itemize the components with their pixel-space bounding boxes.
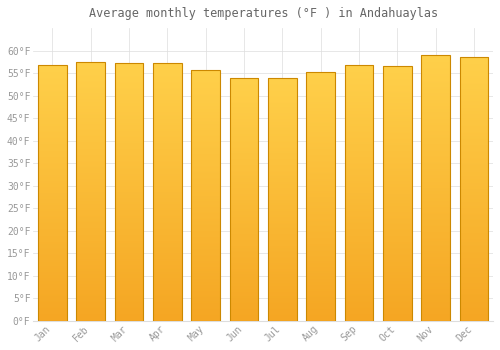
Bar bbox=[192, 70, 220, 321]
Bar bbox=[230, 78, 258, 321]
Bar bbox=[344, 65, 374, 321]
Bar bbox=[38, 65, 67, 321]
Bar bbox=[153, 63, 182, 321]
Bar bbox=[383, 66, 412, 321]
Bar bbox=[76, 62, 105, 321]
Bar bbox=[306, 72, 335, 321]
Bar bbox=[114, 63, 144, 321]
Title: Average monthly temperatures (°F ) in Andahuaylas: Average monthly temperatures (°F ) in An… bbox=[88, 7, 438, 20]
Bar bbox=[460, 57, 488, 321]
Bar bbox=[268, 78, 296, 321]
Bar bbox=[421, 55, 450, 321]
